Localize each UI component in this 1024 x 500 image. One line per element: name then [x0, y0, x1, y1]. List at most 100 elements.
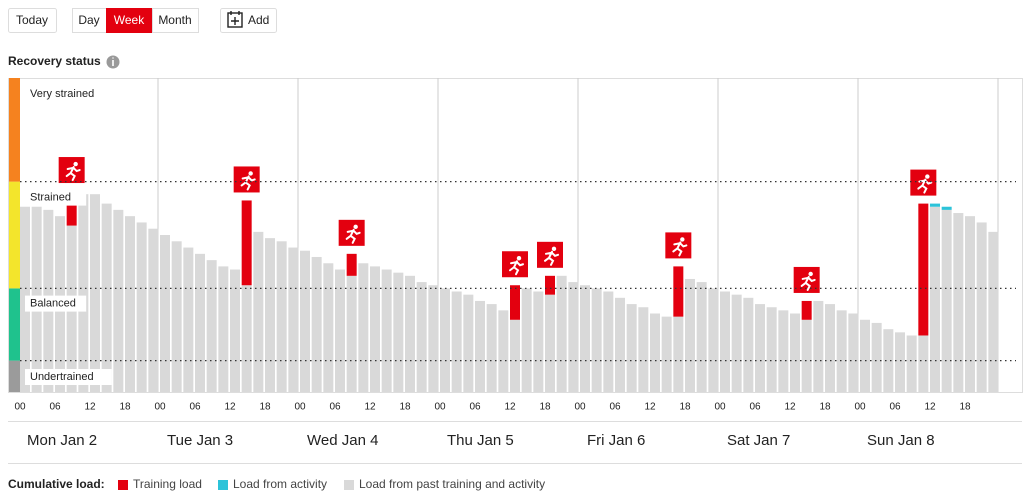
- bar: [906, 335, 917, 392]
- bar: [556, 275, 567, 392]
- bar: [358, 263, 369, 392]
- bar: [101, 203, 112, 392]
- icon-head: [73, 161, 78, 167]
- view-button[interactable]: Month: [152, 8, 199, 33]
- bar: [300, 250, 310, 392]
- hour-tick-label: 06: [49, 402, 61, 413]
- view-button[interactable]: Day: [72, 8, 107, 33]
- hour-tick-label: 00: [154, 402, 166, 413]
- bar: [568, 282, 579, 392]
- bar: [218, 266, 229, 392]
- hour-tick-label: 12: [84, 402, 96, 413]
- legend-swatch: [218, 480, 228, 490]
- view-button[interactable]: Week: [106, 8, 153, 33]
- bar: [288, 247, 299, 392]
- zone-label-bg: [25, 86, 119, 102]
- bar: [475, 300, 485, 392]
- activity-icon[interactable]: [58, 157, 85, 184]
- bar: [183, 247, 194, 392]
- hour-tick-label: 18: [119, 402, 131, 413]
- activity-icon[interactable]: [665, 232, 692, 259]
- bar: [335, 269, 345, 392]
- hour-tick-label: 18: [819, 402, 831, 413]
- bar: [90, 194, 100, 392]
- bar: [895, 332, 905, 392]
- bar: [930, 203, 940, 207]
- icon-head: [353, 224, 358, 230]
- legend-swatch: [118, 480, 128, 490]
- day-label: Sat Jan 7: [727, 432, 790, 449]
- zone-label: Very strained: [30, 88, 94, 100]
- bar: [545, 294, 555, 392]
- zone-label: Undertrained: [30, 371, 94, 383]
- activity-icon[interactable]: [793, 266, 820, 293]
- zone-strip: [9, 360, 20, 392]
- day-label: Fri Jan 6: [587, 432, 645, 449]
- bar: [708, 288, 719, 392]
- bar: [953, 213, 964, 392]
- info-icon[interactable]: [106, 55, 120, 69]
- bar: [510, 319, 520, 392]
- hour-tick-label: 12: [644, 402, 656, 413]
- hour-tick-label: 12: [784, 402, 796, 413]
- bar: [696, 282, 707, 392]
- hour-tick-label: 06: [189, 402, 201, 413]
- bar: [930, 206, 940, 392]
- bar: [405, 275, 415, 392]
- hour-tick-label: 06: [469, 402, 481, 413]
- icon-runner: [800, 275, 816, 291]
- icon-runner: [509, 260, 524, 276]
- bar: [148, 228, 159, 392]
- legend-title: Cumulative load:: [8, 477, 105, 491]
- bar: [941, 206, 952, 210]
- hour-tick-label: 18: [679, 402, 691, 413]
- hour-tick-label: 18: [399, 402, 411, 413]
- zone-label: Balanced: [30, 298, 76, 310]
- icon-runner: [65, 166, 81, 182]
- legend-item: Load from past training and activity: [344, 477, 545, 491]
- activity-icon[interactable]: [910, 169, 937, 196]
- icon-runner: [544, 250, 559, 266]
- hour-tick-label: 00: [14, 402, 26, 413]
- bar: [276, 241, 287, 392]
- bar: [790, 313, 800, 392]
- bar: [673, 266, 684, 317]
- add-button[interactable]: Add: [220, 8, 277, 33]
- bar: [113, 209, 124, 392]
- activity-icon[interactable]: [502, 251, 528, 278]
- hour-tick-label: 18: [539, 402, 551, 413]
- bar: [510, 285, 520, 320]
- day-label: Mon Jan 2: [27, 432, 97, 449]
- bar: [860, 319, 870, 392]
- bar: [498, 310, 509, 392]
- bar: [428, 285, 439, 392]
- bar: [206, 260, 217, 392]
- bar: [545, 275, 555, 295]
- activity-icon[interactable]: [338, 219, 365, 246]
- bar: [451, 291, 462, 392]
- hour-tick-label: 06: [609, 402, 621, 413]
- icon-head: [248, 171, 253, 176]
- day-label: Wed Jan 4: [307, 432, 378, 449]
- zone-strip: [9, 78, 20, 182]
- bar: [976, 222, 987, 392]
- hour-tick-label: 18: [959, 402, 971, 413]
- hour-tick-label: 18: [259, 402, 271, 413]
- activity-icon[interactable]: [233, 166, 260, 193]
- hour-tick-label: 00: [854, 402, 866, 413]
- hour-tick-label: 06: [749, 402, 761, 413]
- bar: [78, 194, 89, 392]
- button-label: Week: [114, 13, 145, 27]
- button-label: Day: [78, 13, 99, 27]
- activity-icon[interactable]: [537, 241, 563, 268]
- bar: [801, 300, 812, 320]
- bar: [615, 297, 625, 392]
- bar: [988, 231, 999, 392]
- hour-tick-label: 00: [434, 402, 446, 413]
- bar: [743, 297, 754, 392]
- bar: [941, 209, 952, 392]
- today-button[interactable]: Today: [8, 8, 57, 33]
- bar: [591, 288, 602, 392]
- bar: [416, 282, 427, 392]
- bar: [136, 222, 147, 392]
